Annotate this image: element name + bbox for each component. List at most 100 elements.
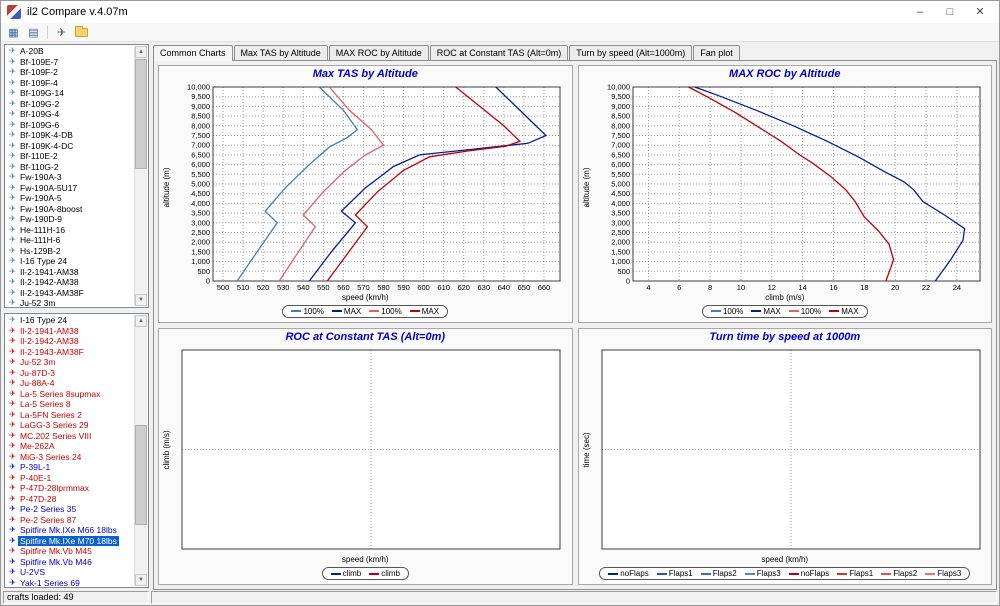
legend-marker <box>369 310 380 312</box>
close-button[interactable]: ✕ <box>975 6 985 18</box>
aircraft-list-item[interactable]: ✈ Me-262A <box>6 441 134 452</box>
svg-text:590: 590 <box>397 283 410 292</box>
aircraft-list-item[interactable]: ✈ He-111H-16 <box>6 225 134 236</box>
aircraft-list-item[interactable]: ✈ P-39L-1 <box>6 462 134 473</box>
aircraft-name: Hs-129B-2 <box>20 245 61 256</box>
scroll-down-icon[interactable]: ▼ <box>135 294 147 306</box>
aircraft-list-item[interactable]: ✈ Yak-1 Series 69 <box>6 578 134 587</box>
legend-item: MAX <box>331 306 362 316</box>
tab-roc-at-constant-tas-alt-0m[interactable]: ROC at Constant TAS (Alt=0m) <box>429 45 569 60</box>
aircraft-list-item[interactable]: ✈ La-5FN Series 2 <box>6 410 134 421</box>
aircraft-list-item[interactable]: ✈ Pe-2 Series 87 <box>6 515 134 526</box>
chart-table-icon[interactable]: ▦ <box>8 26 19 39</box>
aircraft-list-item[interactable]: ✈ I-16 Type 24 <box>6 315 134 326</box>
series-line <box>693 86 965 282</box>
svg-text:5,000: 5,000 <box>191 180 210 189</box>
aircraft-list-item[interactable]: ✈ Pe-2 Series 35 <box>6 504 134 515</box>
legend-marker <box>608 572 619 575</box>
aircraft-list-item[interactable]: ✈ Fw-190A-5U17 <box>6 183 134 194</box>
aircraft-list-item[interactable]: ✈ Bf-109F-4 <box>6 78 134 89</box>
aircraft-list-item[interactable]: ✈ Bf-109G-6 <box>6 120 134 131</box>
aircraft-list-item[interactable]: ✈ Il-2-1943-AM38F <box>6 347 134 358</box>
aircraft-list-item[interactable]: ✈ Il-2-1943-AM38F <box>6 288 134 299</box>
svg-text:6,500: 6,500 <box>191 150 210 159</box>
aircraft-name: Fw-190A-3 <box>20 172 62 182</box>
aircraft-list-item[interactable]: ✈ Bf-110E-2 <box>6 151 134 162</box>
aircraft-list-item[interactable]: ✈ Bf-109E-7 <box>6 57 134 68</box>
legend-label: MAX <box>343 306 362 316</box>
aircraft-list-item[interactable]: ✈ Bf-109G-14 <box>6 88 134 99</box>
aircraft-sidebar: ✈ A-20B ✈ Bf-109E-7 ✈ Bf-109F-2 ✈ Bf-109F-4 ✈ Bf-… <box>1 42 151 590</box>
tab-fan-plot[interactable]: Fan plot <box>693 45 740 60</box>
aircraft-list-item[interactable]: ✈ La-5 Series 8supmax <box>6 389 134 400</box>
aircraft-list-item[interactable]: ✈ Il-2-1942-AM38 <box>6 336 134 347</box>
tab-max-roc-by-altitude[interactable]: MAX ROC by Altitude <box>328 45 429 60</box>
aircraft-list-item[interactable]: ✈ Ju-88A-4 <box>6 378 134 389</box>
aircraft-list-item[interactable]: ✈ Il-2-1942-AM38 <box>6 277 134 288</box>
aircraft-list-item[interactable]: ✈ Spitfire Mk.IXe M70 18lbs <box>6 535 134 546</box>
common-charts-page: Max TAS by Altitude altitude (m) 500 510 5… <box>153 60 997 590</box>
aircraft-list-item[interactable]: ✈ A-20B <box>6 46 134 57</box>
aircraft-list-item[interactable]: ✈ I-16 Type 24 <box>6 256 134 267</box>
tab-turn-by-speed-alt-1000m[interactable]: Turn by speed (Alt=1000m) <box>569 45 693 60</box>
legend-item: 100% <box>710 307 743 316</box>
aircraft-list-item[interactable]: ✈ Bf-109K-4-DB <box>6 130 134 141</box>
data-grid-icon[interactable]: ▤ <box>28 26 39 39</box>
legend-label: Flaps1 <box>668 569 693 578</box>
svg-text:580: 580 <box>377 283 390 292</box>
aircraft-list-item[interactable]: ✈ Bf-109G-2 <box>6 99 134 110</box>
aircraft-list-item[interactable]: ✈ Bf-110G-2 <box>6 162 134 173</box>
aircraft-list-item[interactable]: ✈ MiG-3 Series 24 <box>6 452 134 463</box>
aircraft-icon[interactable]: ✈ <box>56 26 67 39</box>
aircraft-list-item[interactable]: ✈ Il-2-1941-AM38 <box>6 267 134 278</box>
aircraft-list-item[interactable]: ✈ Bf-109K-4-DC <box>6 141 134 152</box>
plane-icon: ✈ <box>9 235 16 244</box>
chart-turn-time-by-speed: Turn time by speed at 1000m time (sec) s… <box>577 327 992 585</box>
chart-legend: 100% MAX 100% MAX <box>282 304 449 318</box>
aircraft-list-item[interactable]: ✈ Ju-52 3m <box>6 357 134 368</box>
aircraft-list-item[interactable]: ✈ Ju-87D-3 <box>6 368 134 379</box>
x-axis-label: climb (m/s) <box>765 292 805 302</box>
aircraft-list-item[interactable]: ✈ Bf-109F-2 <box>6 67 134 78</box>
svg-text:610: 610 <box>437 283 450 292</box>
aircraft-list-item[interactable]: ✈ MC.202 Series VIII <box>6 431 134 442</box>
plane-icon: ✈ <box>9 151 16 160</box>
aircraft-list-item[interactable]: ✈ Spitfire Mk.IXe M66 18lbs <box>6 525 134 536</box>
minimize-button[interactable]: – <box>916 6 924 18</box>
aircraft-list-item[interactable]: ✈ U-2VS <box>6 567 134 578</box>
aircraft-list-item[interactable]: ✈ Il-2-1941-AM38 <box>6 326 134 337</box>
aircraft-list-item[interactable]: ✈ LaGG-3 Series 29 <box>6 420 134 431</box>
scroll-up-icon[interactable]: ▲ <box>135 46 147 58</box>
aircraft-list-item[interactable]: ✈ Fw-190A-3 <box>6 172 134 183</box>
tab-max-tas-by-altitude[interactable]: Max TAS by Altitude <box>233 45 328 60</box>
scrollbar-thumb[interactable] <box>135 59 147 169</box>
tab-common-charts[interactable]: Common Charts <box>153 45 233 61</box>
aircraft-list-item[interactable]: ✈ He-111H-6 <box>6 235 134 246</box>
aircraft-list-item[interactable]: ✈ La-5 Series 8 <box>6 399 134 410</box>
svg-text:4,500: 4,500 <box>191 189 210 198</box>
aircraft-list-item[interactable]: ✈ Bf-109G-4 <box>6 109 134 120</box>
aircraft-list-item[interactable]: ✈ Fw-190A-5 <box>6 193 134 204</box>
scrollbar[interactable]: ▲ ▼ <box>134 315 147 586</box>
aircraft-list-item[interactable]: ✈ Hs-129B-2 <box>6 246 134 257</box>
aircraft-name: LaGG-3 Series 29 <box>20 420 89 430</box>
legend-item: MAX <box>829 307 859 316</box>
scroll-up-icon[interactable]: ▲ <box>135 315 147 327</box>
aircraft-list-item[interactable]: ✈ P-40E-1 <box>6 473 134 484</box>
maximize-button[interactable]: □ <box>946 6 954 18</box>
aircraft-list-item[interactable]: ✈ Fw-190D-9 <box>6 214 134 225</box>
plane-icon: ✈ <box>9 298 16 306</box>
aircraft-list-item[interactable]: ✈ P-47D-28lprmmax <box>6 483 134 494</box>
legend-marker <box>409 310 420 312</box>
aircraft-list-item[interactable]: ✈ Fw-190A-8boost <box>6 204 134 215</box>
svg-text:530: 530 <box>277 283 290 292</box>
chart-title: Turn time by speed at 1000m <box>709 330 861 343</box>
aircraft-list-item[interactable]: ✈ P-47D-28 <box>6 494 134 505</box>
scroll-down-icon[interactable]: ▼ <box>135 574 147 586</box>
aircraft-list-item[interactable]: ✈ Spitfire Mk.Vb M46 <box>6 557 134 568</box>
folder-icon[interactable] <box>73 24 90 40</box>
scrollbar-thumb[interactable] <box>135 425 147 525</box>
aircraft-list-item[interactable]: ✈ Ju-52 3m <box>6 298 134 306</box>
scrollbar[interactable]: ▲ ▼ <box>134 46 147 306</box>
aircraft-list-item[interactable]: ✈ Spitfire Mk.Vb M45 <box>6 546 134 557</box>
